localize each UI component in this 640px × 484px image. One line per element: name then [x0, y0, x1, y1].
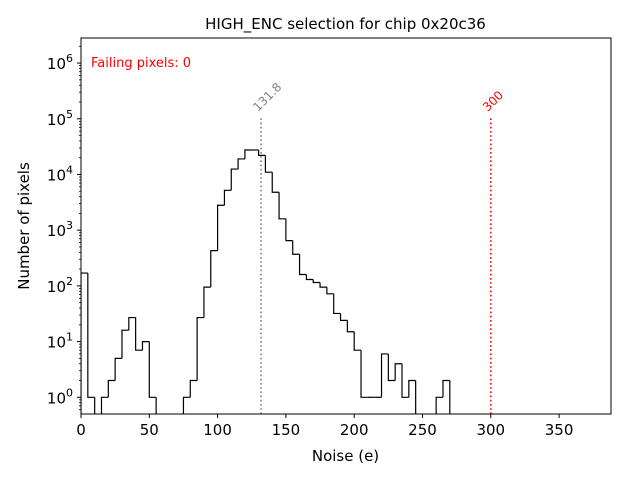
histogram-bin: [81, 272, 88, 414]
y-tick-exponent: 3: [66, 219, 73, 232]
histogram-bin: [230, 168, 239, 191]
histogram-bin: [360, 350, 368, 398]
y-tick-label: 102: [47, 275, 73, 296]
histogram-bin: [141, 340, 150, 351]
histogram-bin: [271, 172, 280, 193]
histogram-bars: [81, 149, 451, 414]
histogram-bin: [408, 379, 416, 398]
y-tick-base: 10: [47, 334, 66, 352]
x-tick-label: 350: [545, 421, 574, 439]
x-tick-label: 250: [408, 421, 437, 439]
histogram-bin: [394, 363, 403, 381]
histogram-bin: [210, 249, 218, 288]
histogram-bin: [380, 353, 389, 398]
failing-pixels-annotation: Failing pixels: 0: [91, 56, 191, 71]
y-tick-base: 10: [47, 278, 66, 296]
x-tick-label: 150: [272, 421, 301, 439]
histogram-bin: [264, 155, 273, 173]
histogram-bin: [339, 313, 348, 322]
y-tick-base: 10: [47, 55, 66, 73]
reference-line-label: 300: [480, 88, 506, 114]
y-tick-exponent: 2: [66, 275, 73, 288]
histogram-bin: [148, 341, 157, 398]
histogram-bin: [415, 380, 417, 414]
y-tick-label: 103: [47, 219, 73, 240]
histogram-bin: [435, 396, 443, 414]
x-tick-label: 300: [476, 421, 505, 439]
y-axis-label: Number of pixels: [15, 162, 33, 290]
x-tick-label: 0: [76, 421, 86, 439]
y-tick-label: 101: [47, 331, 73, 352]
histogram-bin: [346, 320, 355, 333]
histogram-bin: [442, 379, 450, 398]
x-axis: 0 50 100 150 200 250 300 350: [76, 414, 573, 439]
axes-frame: [80, 37, 612, 415]
histogram-bin: [319, 282, 327, 288]
histogram-bin: [449, 380, 451, 414]
x-tick-label: 50: [140, 421, 159, 439]
plot-area: 131.8 300: [81, 80, 506, 414]
y-tick-base: 10: [47, 111, 66, 129]
histogram-bin: [257, 150, 266, 156]
chart-title: HIGH_ENC selection for chip 0x20c36: [205, 15, 486, 34]
y-tick-exponent: 4: [66, 163, 73, 176]
histogram-bin: [387, 353, 396, 382]
histogram-bin: [223, 189, 232, 206]
y-tick-exponent: 0: [66, 386, 73, 399]
histogram-bin: [298, 254, 307, 276]
histogram-bin: [135, 317, 143, 351]
y-tick-exponent: 1: [66, 331, 73, 344]
histogram-bin: [155, 397, 157, 414]
y-tick-label: 105: [47, 108, 73, 129]
x-tick-label: 200: [340, 421, 369, 439]
histogram-bin: [189, 379, 198, 398]
histogram-bin: [203, 286, 211, 318]
histogram-bin: [305, 274, 314, 281]
y-tick-label: 100: [47, 386, 73, 407]
histogram-bin: [121, 329, 129, 359]
histogram-bin: [107, 379, 116, 398]
histogram-bin: [196, 316, 204, 381]
y-tick-label: 106: [47, 52, 73, 73]
histogram-bin: [285, 218, 293, 242]
histogram-bin: [333, 293, 341, 315]
histogram-bin: [182, 396, 191, 414]
histogram-bin: [278, 192, 286, 220]
histogram-bin: [100, 396, 109, 414]
x-tick-label: 100: [203, 421, 232, 439]
y-tick-exponent: 5: [66, 108, 73, 121]
histogram-bin: [401, 363, 409, 398]
histogram-bin: [237, 158, 245, 170]
histogram-bin: [114, 357, 122, 381]
histogram-bin: [353, 331, 362, 351]
histogram-bin: [87, 273, 95, 398]
histogram-bin: [312, 279, 321, 284]
x-axis-label: Noise (e): [312, 447, 379, 465]
y-tick-exponent: 6: [66, 52, 73, 65]
histogram-bin: [217, 204, 225, 251]
reference-line-label: 131.8: [250, 80, 284, 114]
y-tick-base: 10: [47, 389, 66, 407]
y-tick-label: 104: [47, 163, 73, 184]
histogram-bin: [244, 149, 252, 159]
histogram-bin: [292, 240, 300, 255]
histogram-bin: [128, 316, 136, 331]
y-tick-base: 10: [47, 222, 66, 240]
histogram-bin: [94, 397, 96, 414]
y-tick-base: 10: [47, 166, 66, 184]
histogram-bin: [326, 287, 334, 295]
